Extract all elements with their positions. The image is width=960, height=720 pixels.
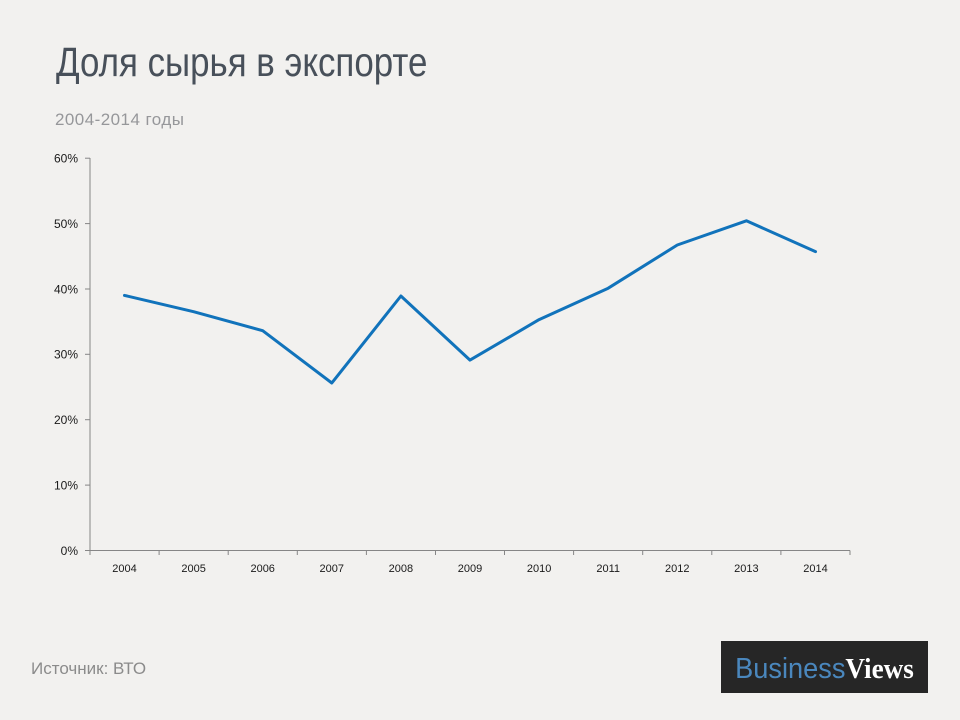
- svg-text:2004: 2004: [112, 563, 136, 575]
- svg-text:2014: 2014: [803, 563, 827, 575]
- svg-text:2009: 2009: [458, 563, 482, 575]
- svg-text:2012: 2012: [665, 563, 689, 575]
- svg-text:10%: 10%: [54, 478, 78, 492]
- svg-text:2007: 2007: [320, 563, 344, 575]
- svg-text:20%: 20%: [54, 413, 78, 427]
- svg-text:2005: 2005: [181, 563, 205, 575]
- svg-text:2013: 2013: [734, 563, 758, 575]
- svg-text:60%: 60%: [54, 152, 78, 166]
- svg-text:2011: 2011: [596, 563, 620, 575]
- svg-text:2010: 2010: [527, 563, 551, 575]
- svg-text:50%: 50%: [54, 217, 78, 231]
- svg-text:40%: 40%: [54, 282, 78, 296]
- svg-text:30%: 30%: [54, 348, 78, 362]
- svg-text:2006: 2006: [250, 563, 274, 575]
- svg-text:0%: 0%: [61, 544, 79, 558]
- svg-text:2008: 2008: [389, 563, 413, 575]
